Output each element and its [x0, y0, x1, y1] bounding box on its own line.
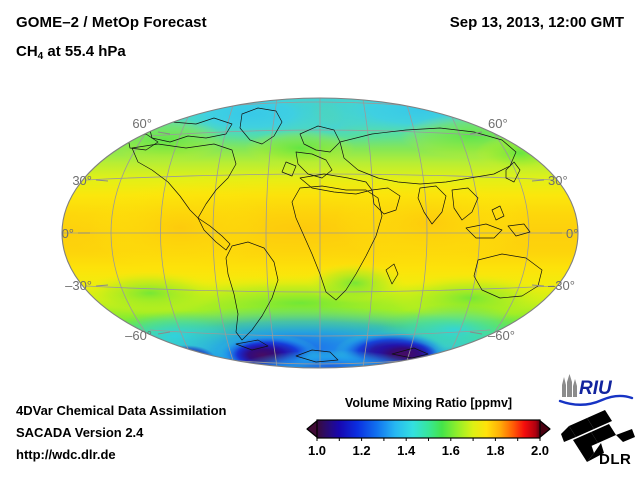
global-map: 60° 30° 0° –30° –60° 60° 30° 0° –30° –60… [0, 78, 640, 383]
colorbar-tick-4: 1.6 [441, 443, 460, 458]
colorbar: Volume Mixing Ratio [ppmv] [306, 396, 551, 472]
riu-logo: RIU [558, 374, 634, 406]
colorbar-gradient [306, 419, 551, 441]
latitude-labels: 60° 30° 0° –30° –60° 60° 30° 0° –30° –60… [62, 116, 579, 343]
lat-label-right-0: 0° [566, 226, 578, 241]
forecast-timestamp: Sep 13, 2013, 12:00 GMT [449, 14, 624, 31]
riu-tower-icon [562, 374, 577, 397]
colorbar-tick-2: 1.2 [352, 443, 371, 458]
page-subtitle: CH4 at 55.4 hPa [16, 43, 126, 62]
lat-label-right-m30: –30° [548, 278, 575, 293]
page-title: GOME–2 / MetOp Forecast [16, 14, 207, 31]
riu-swoosh-icon [558, 394, 634, 406]
footer-info: 4DVar Chemical Data Assimilation SACADA … [16, 400, 227, 466]
lat-label-right-60: 60° [488, 116, 508, 131]
lat-label-left-60: 60° [132, 116, 152, 131]
lat-label-right-m60: –60° [488, 328, 515, 343]
mollweide-map-svg: 60° 30° 0° –30° –60° 60° 30° 0° –30° –60… [61, 97, 579, 369]
lat-label-left-0: 0° [62, 226, 74, 241]
colorbar-tick-5: 1.8 [486, 443, 505, 458]
colorbar-title: Volume Mixing Ratio [ppmv] [344, 396, 513, 410]
lat-label-right-30: 30° [548, 173, 568, 188]
footer-line-version: SACADA Version 2.4 [16, 425, 144, 440]
colorbar-tick-3: 1.4 [397, 443, 416, 458]
subtitle-subscript: 4 [37, 51, 44, 62]
riu-logo-text: RIU [579, 378, 613, 399]
lat-label-left-m60: –60° [125, 328, 152, 343]
colorbar-tick-6: 2.0 [530, 443, 550, 458]
footer-line-url[interactable]: http://wdc.dlr.de [16, 447, 116, 462]
colorbar-tick-labels: 1.0 1.2 1.4 1.6 1.8 2.0 [306, 443, 551, 463]
dlr-logo-text: DLR [599, 451, 631, 467]
colorbar-extend-right [538, 419, 551, 439]
latitude-ticks [78, 131, 562, 335]
colorbar-tick-1: 1.0 [307, 443, 327, 458]
dlr-mark-icon [561, 410, 635, 462]
footer-line-assimilation: 4DVar Chemical Data Assimilation [16, 403, 227, 418]
lat-label-left-30: 30° [72, 173, 92, 188]
dlr-logo: DLR [561, 410, 635, 467]
subtitle-species: CH [16, 43, 38, 60]
map-boundary [61, 97, 579, 369]
lat-label-left-m30: –30° [65, 278, 92, 293]
colorbar-extend-left [306, 419, 319, 439]
subtitle-pressure-level: at 55.4 hPa [43, 43, 126, 60]
graticule [62, 98, 578, 368]
